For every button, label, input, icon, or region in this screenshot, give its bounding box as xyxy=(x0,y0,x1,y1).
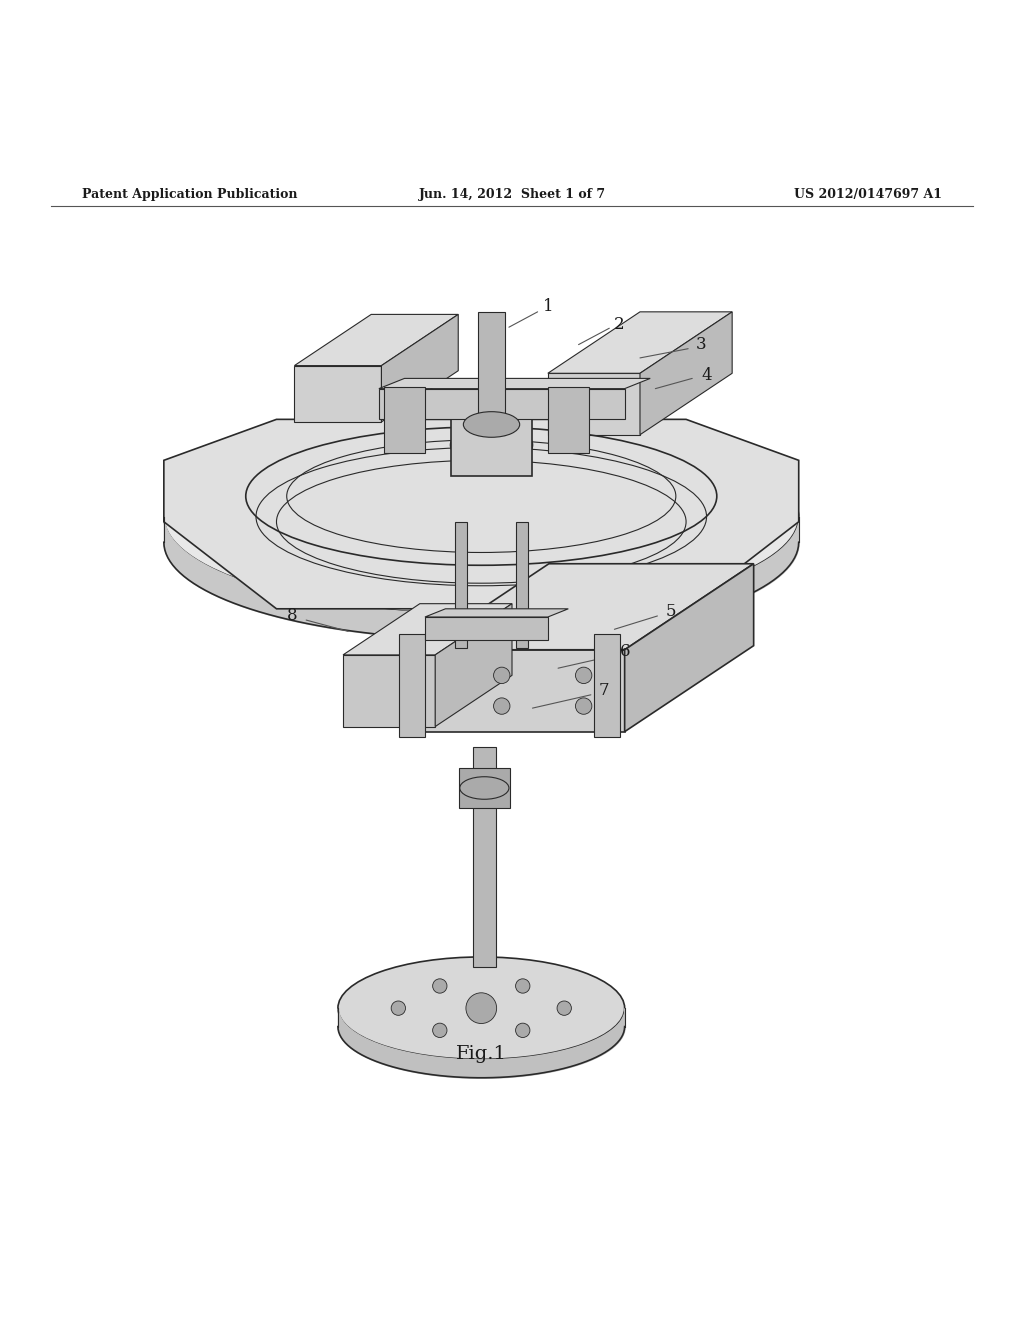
Text: 8: 8 xyxy=(287,607,297,624)
Circle shape xyxy=(494,698,510,714)
FancyBboxPatch shape xyxy=(473,747,496,968)
Polygon shape xyxy=(420,564,754,649)
Circle shape xyxy=(432,1023,446,1038)
Ellipse shape xyxy=(451,425,532,466)
FancyBboxPatch shape xyxy=(425,616,548,639)
Circle shape xyxy=(575,667,592,684)
Polygon shape xyxy=(343,655,435,726)
Text: 5: 5 xyxy=(666,603,676,620)
Text: 4: 4 xyxy=(701,367,712,384)
Polygon shape xyxy=(548,374,640,434)
Circle shape xyxy=(515,1023,530,1038)
FancyBboxPatch shape xyxy=(384,387,425,453)
FancyBboxPatch shape xyxy=(399,635,425,737)
Polygon shape xyxy=(548,312,732,374)
Circle shape xyxy=(494,667,510,684)
FancyBboxPatch shape xyxy=(459,767,510,808)
FancyBboxPatch shape xyxy=(548,387,589,453)
Circle shape xyxy=(575,698,592,714)
Polygon shape xyxy=(425,609,568,616)
FancyBboxPatch shape xyxy=(379,388,625,420)
Polygon shape xyxy=(343,603,512,655)
Text: 1: 1 xyxy=(543,298,553,315)
Text: Patent Application Publication: Patent Application Publication xyxy=(82,187,297,201)
Polygon shape xyxy=(420,649,625,731)
Text: US 2012/0147697 A1: US 2012/0147697 A1 xyxy=(794,187,942,201)
Circle shape xyxy=(466,993,497,1023)
Ellipse shape xyxy=(338,957,625,1060)
Text: Fig.1: Fig.1 xyxy=(456,1045,507,1063)
FancyBboxPatch shape xyxy=(451,414,532,475)
Circle shape xyxy=(432,979,446,993)
Ellipse shape xyxy=(164,420,799,614)
Ellipse shape xyxy=(463,412,519,437)
FancyBboxPatch shape xyxy=(594,635,620,737)
Circle shape xyxy=(391,1001,406,1015)
Text: Jun. 14, 2012  Sheet 1 of 7: Jun. 14, 2012 Sheet 1 of 7 xyxy=(419,187,605,201)
Circle shape xyxy=(515,979,530,993)
FancyBboxPatch shape xyxy=(516,521,528,648)
Polygon shape xyxy=(379,379,650,388)
FancyBboxPatch shape xyxy=(455,521,467,648)
Polygon shape xyxy=(381,314,458,422)
Polygon shape xyxy=(295,314,458,366)
Circle shape xyxy=(557,1001,571,1015)
Text: 2: 2 xyxy=(614,315,625,333)
Polygon shape xyxy=(625,564,754,731)
Polygon shape xyxy=(435,603,512,726)
Text: 7: 7 xyxy=(599,682,609,700)
Text: 6: 6 xyxy=(620,643,630,660)
Text: 3: 3 xyxy=(696,337,707,354)
FancyBboxPatch shape xyxy=(478,312,505,434)
Polygon shape xyxy=(640,312,732,434)
Polygon shape xyxy=(164,420,799,609)
Polygon shape xyxy=(295,366,381,422)
